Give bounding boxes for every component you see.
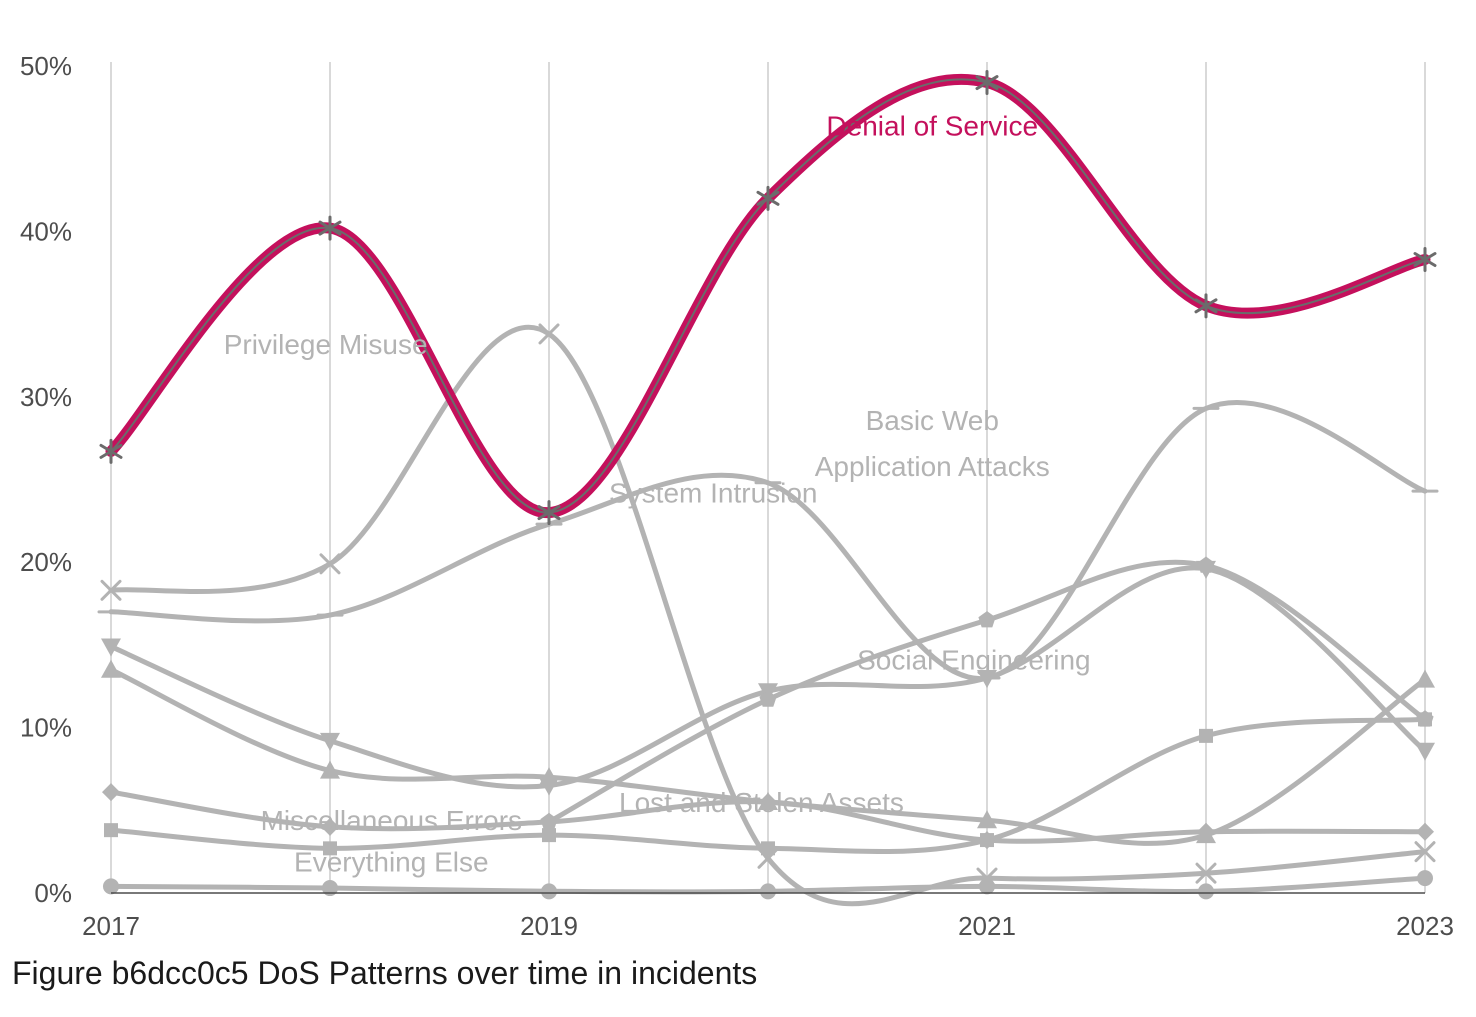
- data-point: [761, 841, 775, 856]
- data-point: [760, 883, 776, 900]
- series-label-basic-web: Basic Web: [866, 405, 999, 436]
- series-basic-web-application-attacks: [100, 323, 1436, 907]
- data-point: [319, 553, 341, 575]
- data-point: [323, 841, 337, 856]
- figure-caption: Figure b6dcc0c5 DoS Patterns over time i…: [12, 955, 758, 991]
- series-label-denial-of-service: Denial of Service: [826, 110, 1038, 141]
- y-tick-label: 20%: [20, 547, 72, 577]
- series-system-intrusion: [97, 399, 1439, 681]
- data-point: [320, 732, 340, 751]
- highlight-series-group: [99, 70, 1437, 526]
- series-label-social-engineering: Social Engineering: [857, 645, 1091, 676]
- data-point: [541, 883, 557, 900]
- series-label-application-attacks: Application Attacks: [815, 451, 1050, 482]
- x-tick-label: 2023: [1396, 911, 1454, 941]
- series-label-system-intrusion: System Intrusion: [609, 478, 818, 509]
- data-point: [1198, 883, 1214, 900]
- data-point: [1417, 870, 1433, 887]
- series-label-lost-and-stolen-assets: Lost and Stolen Assets: [619, 787, 904, 818]
- data-point: [538, 323, 560, 345]
- data-point: [542, 828, 556, 843]
- data-point: [320, 760, 340, 779]
- data-point: [103, 878, 119, 895]
- y-axis-ticks: 0% 10% 20% 30% 40% 50%: [20, 51, 72, 908]
- data-point: [979, 878, 995, 895]
- series-denial-of-service: [99, 70, 1437, 526]
- y-tick-label: 40%: [20, 216, 72, 246]
- series-labels: Denial of Service Privilege Misuse Basic W…: [224, 110, 1091, 877]
- series-series-9: [103, 870, 1433, 900]
- series-label-everything-else: Everything Else: [294, 846, 489, 877]
- chart: 0% 10% 20% 30% 40% 50% 2017 2019 2021 2023 Denia…: [20, 51, 1454, 941]
- data-point: [102, 783, 120, 802]
- data-point: [322, 880, 338, 897]
- series-everything-else: [104, 712, 1432, 856]
- data-point: [537, 500, 561, 526]
- data-point: [975, 70, 999, 96]
- data-point: [1197, 822, 1215, 841]
- data-point: [759, 690, 777, 707]
- x-axis-ticks: 2017 2019 2021 2023: [82, 911, 1454, 941]
- y-tick-label: 50%: [20, 51, 72, 81]
- data-point: [321, 817, 339, 836]
- data-point: [1195, 862, 1217, 884]
- data-point: [1415, 669, 1435, 688]
- data-point: [1199, 728, 1213, 743]
- y-tick-label: 10%: [20, 713, 72, 743]
- data-point: [101, 638, 121, 657]
- data-point: [1414, 841, 1436, 863]
- data-point: [1413, 247, 1437, 273]
- data-point: [318, 215, 342, 241]
- data-point: [99, 438, 123, 464]
- data-point: [100, 579, 122, 601]
- data-point: [104, 823, 118, 838]
- data-point: [756, 185, 780, 211]
- data-point: [1416, 822, 1434, 841]
- y-tick-label: 0%: [34, 878, 72, 908]
- x-tick-label: 2021: [958, 911, 1016, 941]
- data-point: [1197, 556, 1215, 573]
- data-point: [540, 812, 558, 831]
- data-point: [978, 611, 996, 628]
- data-point: [1418, 712, 1432, 727]
- data-point: [101, 659, 121, 678]
- series-label-miscellaneous-errors: Miscellaneous Errors: [261, 805, 522, 836]
- data-point: [1194, 293, 1218, 319]
- x-tick-label: 2017: [82, 911, 140, 941]
- series-label-privilege-misuse: Privilege Misuse: [224, 329, 428, 360]
- data-point: [539, 767, 559, 786]
- data-point: [980, 833, 994, 848]
- y-tick-label: 30%: [20, 382, 72, 412]
- data-point: [759, 793, 777, 812]
- muted-series-group: [97, 323, 1439, 907]
- series-line: [108, 324, 1428, 907]
- data-point: [977, 669, 997, 688]
- data-point: [1415, 742, 1435, 761]
- x-tick-label: 2019: [520, 911, 578, 941]
- data-point: [977, 810, 997, 829]
